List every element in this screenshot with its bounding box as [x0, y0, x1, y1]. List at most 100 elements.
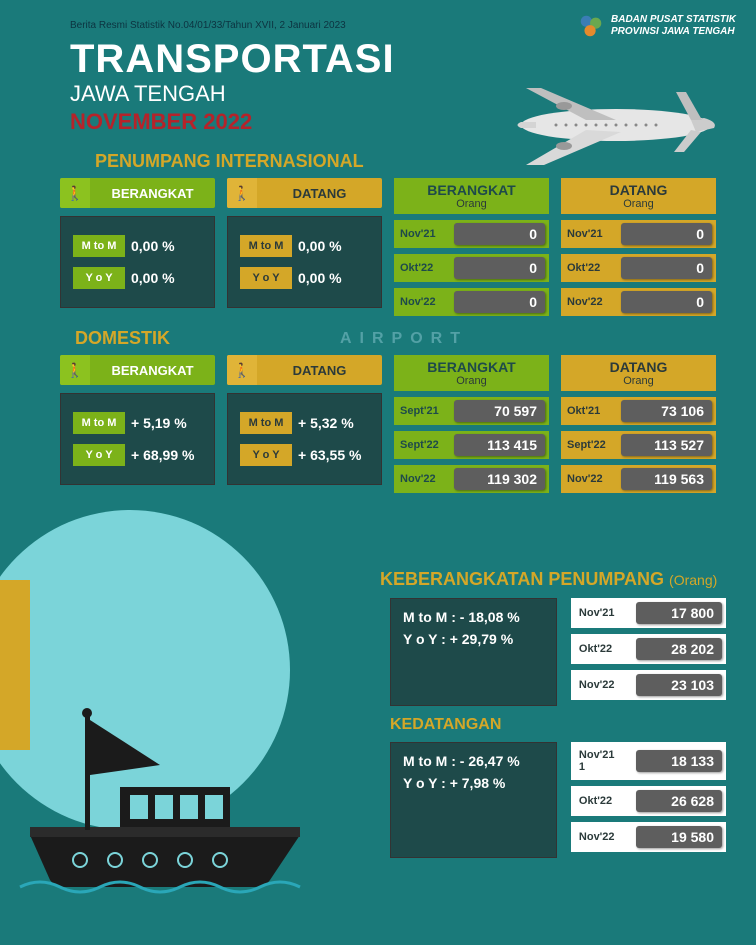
pax-unit: Orang — [394, 375, 549, 387]
pax-value: 70 597 — [454, 400, 545, 422]
ship-dep-mtom: - 18,08 % — [460, 609, 520, 625]
pax-period: Okt'22 — [394, 262, 454, 274]
ship-row: Okt'22 28 202 — [571, 634, 726, 664]
dom-dep-stats: M to M + 5,19 % Y o Y + 68,99 % — [60, 393, 215, 485]
ship-value: 18 133 — [636, 750, 722, 772]
ship-icon — [10, 695, 320, 895]
pax-unit: Orang — [561, 198, 716, 210]
mtom-label: M to M — [240, 412, 292, 434]
intl-dep-pax-row: Nov'22 0 — [394, 288, 549, 316]
departure-icon: 🚶 — [60, 178, 90, 208]
pax-period: Sept'22 — [394, 439, 454, 451]
dom-dep-mtom: + 5,19 % — [125, 415, 202, 431]
mtom-label: M to M — [73, 235, 125, 257]
ship-row: Nov'22 23 103 — [571, 670, 726, 700]
intl-dep-mtom: 0,00 % — [125, 238, 202, 254]
ship-dep-yoy: + 29,79 % — [450, 631, 513, 647]
intl-arr-pax-row: Nov'21 0 — [561, 220, 716, 248]
ship-row: Nov'21 17 800 — [571, 598, 726, 628]
dom-arr-yoy: + 63,55 % — [292, 447, 369, 463]
pax-value: 73 106 — [621, 400, 712, 422]
ship-dep-stats: M to M : - 18,08 % Y o Y : + 29,79 % — [390, 598, 557, 706]
ship-value: 17 800 — [636, 602, 722, 624]
pax-arr-title: DATANG — [561, 182, 716, 198]
mtom-label: M to M — [240, 235, 292, 257]
ship-dep-data: Nov'21 17 800 Okt'22 28 202 Nov'22 23 10… — [571, 598, 726, 706]
ship-period: Nov'211 — [571, 749, 636, 773]
pax-value: 119 563 — [621, 468, 712, 490]
dom-arr-pax-row: Sept'22 113 527 — [561, 431, 716, 459]
pax-period: Nov'21 — [394, 228, 454, 240]
pax-dep-title: BERANGKAT — [394, 182, 549, 198]
ship-period: Nov'22 — [571, 679, 636, 691]
ship-period: Nov'21 — [571, 607, 636, 619]
intl-dep-pax-row: Okt'22 0 — [394, 254, 549, 282]
pax-period: Nov'22 — [394, 296, 454, 308]
intl-dep-yoy: 0,00 % — [125, 270, 202, 286]
pax-period: Okt'22 — [561, 262, 621, 274]
pax-period: Nov'22 — [561, 473, 621, 485]
intl-arr-pax-header: DATANG Orang — [561, 178, 716, 214]
ship-value: 23 103 — [636, 674, 722, 696]
intl-section: PENUMPANG INTERNASIONAL 🚶 BERANGKAT M to… — [0, 145, 756, 322]
dom-dep-label: BERANGKAT — [90, 363, 215, 378]
yoy-label: Y o Y — [240, 444, 292, 466]
pax-value: 0 — [621, 291, 712, 313]
dom-dep-yoy: + 68,99 % — [125, 447, 202, 463]
intl-dep-pax-header: BERANGKAT Orang — [394, 178, 549, 214]
pax-period: Nov'22 — [561, 296, 621, 308]
pax-value: 0 — [454, 223, 545, 245]
source-line: Berita Resmi Statistik No.04/01/33/Tahun… — [70, 20, 716, 31]
dom-arr-pax-header: DATANG Orang — [561, 355, 716, 391]
mtom-label: M to M — [73, 412, 125, 434]
dom-arr-label: DATANG — [257, 363, 382, 378]
intl-arr-label: DATANG — [257, 186, 382, 201]
intl-title: PENUMPANG INTERNASIONAL — [60, 151, 726, 172]
ship-value: 26 628 — [636, 790, 722, 812]
ship-row: Nov'211 18 133 — [571, 742, 726, 780]
ship-value: 19 580 — [636, 826, 722, 848]
ship-arr-mtom: - 26,47 % — [460, 753, 520, 769]
departure-icon: 🚶 — [60, 355, 90, 385]
dom-dep-pax-row: Sept'21 70 597 — [394, 397, 549, 425]
ship-arr-stats: M to M : - 26,47 % Y o Y : + 7,98 % — [390, 742, 557, 858]
intl-arr-pax-row: Okt'22 0 — [561, 254, 716, 282]
dom-arr-badge: 🚶 DATANG — [227, 355, 382, 385]
pax-value: 113 527 — [621, 434, 712, 456]
intl-dep-label: BERANGKAT — [90, 186, 215, 201]
pax-period: Okt'21 — [561, 405, 621, 417]
dom-dep-pax-row: Sept'22 113 415 — [394, 431, 549, 459]
yoy-label: Y o Y — [240, 267, 292, 289]
dom-dep-pax-row: Nov'22 119 302 — [394, 465, 549, 493]
intl-arr-stats: M to M 0,00 % Y o Y 0,00 % — [227, 216, 382, 308]
dom-arr-pax-row: Okt'21 73 106 — [561, 397, 716, 425]
ship-row: Nov'22 19 580 — [571, 822, 726, 852]
ship-arr-yoy: + 7,98 % — [450, 775, 506, 791]
dom-arr-mtom: + 5,32 % — [292, 415, 369, 431]
ship-arr-data: Nov'211 18 133 Okt'22 26 628 Nov'22 19 5… — [571, 742, 726, 858]
pax-dep-title: BERANGKAT — [394, 359, 549, 375]
arrival-icon: 🚶 — [227, 178, 257, 208]
pax-unit: Orang — [561, 375, 716, 387]
pax-value: 0 — [454, 257, 545, 279]
pax-period: Nov'22 — [394, 473, 454, 485]
intl-dep-stats: M to M 0,00 % Y o Y 0,00 % — [60, 216, 215, 308]
pax-arr-title: DATANG — [561, 359, 716, 375]
dom-section: DOMESTIK 🚶 BERANGKAT M to M + 5,19 % Y o… — [0, 322, 756, 499]
pax-period: Sept'22 — [561, 439, 621, 451]
pax-value: 0 — [621, 257, 712, 279]
ship-row: Okt'22 26 628 — [571, 786, 726, 816]
ship-period: Okt'22 — [571, 795, 636, 807]
pax-unit: Orang — [394, 198, 549, 210]
pax-period: Sept'21 — [394, 405, 454, 417]
ship-period: Okt'22 — [571, 643, 636, 655]
dom-arr-stats: M to M + 5,32 % Y o Y + 63,55 % — [227, 393, 382, 485]
arrival-icon: 🚶 — [227, 355, 257, 385]
pax-period: Nov'21 — [561, 228, 621, 240]
pax-value: 113 415 — [454, 434, 545, 456]
pax-value: 119 302 — [454, 468, 545, 490]
yoy-label: Y o Y — [73, 444, 125, 466]
dom-dep-badge: 🚶 BERANGKAT — [60, 355, 215, 385]
ship-value: 28 202 — [636, 638, 722, 660]
intl-dep-pax-row: Nov'21 0 — [394, 220, 549, 248]
